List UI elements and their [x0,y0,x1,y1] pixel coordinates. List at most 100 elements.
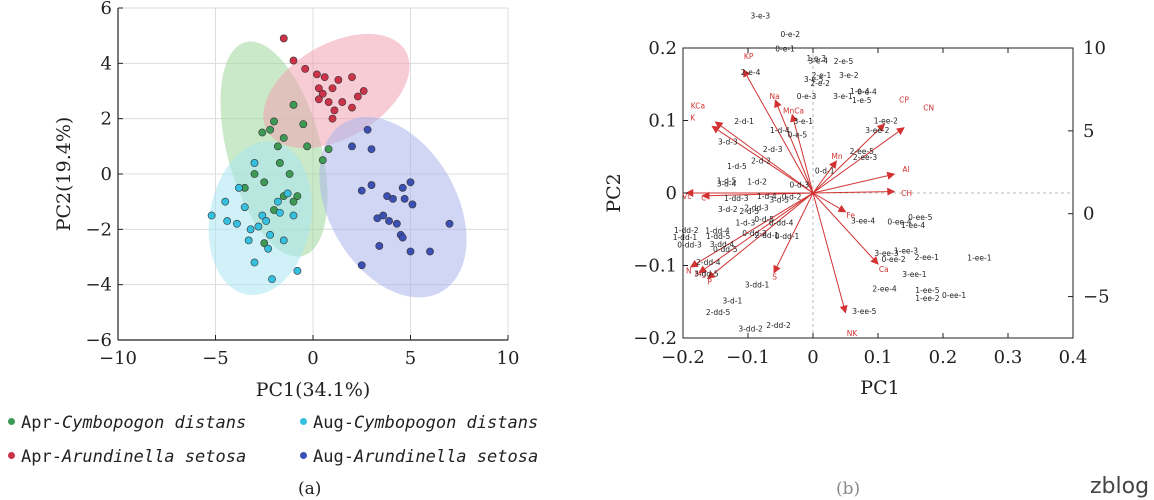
sample-label: 3-ee-3 [874,249,898,258]
data-point [312,70,321,79]
vector-label: Na [770,92,780,101]
sample-label: 1-dd-3 [724,194,749,203]
y-tick-label: 4 [101,53,112,74]
sample-label: 1-d-5 [717,177,737,186]
x-tick-label: 5 [405,348,416,369]
y2-tick-label: 5 [1083,121,1094,142]
data-point [314,95,323,104]
y-tick-label: 0.2 [648,38,677,59]
data-point [283,189,292,198]
loading-vector [698,192,814,274]
loading-vector [742,68,814,194]
x-tick-label: −0.1 [726,347,770,368]
x-axis-title: PC1 [860,377,899,399]
sample-label: 3-ee-4 [851,217,875,226]
x-tick-label: 10 [497,348,520,369]
sample-label: 0-dd-1 [775,232,800,241]
y-axis-title: PC2 [603,173,625,212]
data-point [318,89,327,98]
y-tick-label: 0 [666,183,677,204]
data-point [379,211,388,220]
vector-label: Al [902,165,909,174]
sample-label: 3-e-1 [833,92,853,101]
data-point [250,159,259,167]
legend-species: Cymbopogon distans [61,413,247,433]
sample-label: 1-ee-5 [915,286,939,295]
data-point [426,247,434,256]
sample-label: 1-ee-2 [915,294,939,303]
sample-label: 1-e-3 [806,54,826,63]
sample-label: 0-e-3 [797,92,817,101]
sample-label: 2-ee-5 [850,147,874,156]
data-point [207,211,216,220]
sample-label: 3-ee-2 [865,126,889,135]
data-point [406,178,415,187]
sample-label: 3-d-5 [769,196,789,205]
loading-vector [812,171,896,194]
y-tick-label: 0 [101,164,112,185]
sample-label: 1-d-4 [770,126,790,135]
legend-species: Arundinella setosa [353,447,539,467]
data-point [303,142,312,151]
sample-label: 1-dd-5 [706,232,731,241]
data-point [367,145,376,153]
legend-marker [300,451,307,459]
loading-vector [812,192,847,213]
data-point [400,194,409,203]
sample-label: 3-e-3 [751,11,771,20]
sample-label: 2-e-2 [810,79,830,88]
data-point [363,125,372,134]
legend-prefix: Apr- [21,447,62,467]
sample-label: 0-e-2 [780,30,800,39]
data-point [266,230,274,239]
vector-label: KP [744,52,754,61]
legend-prefix: Aug- [313,447,354,467]
sample-label: 2-d-1 [734,117,754,126]
sample-label: 3-ee-5 [852,307,876,316]
x-tick-label: 0 [807,347,818,368]
legend-marker [8,451,15,459]
data-point [273,142,282,151]
sample-label: 0-d-3 [789,180,809,189]
sample-label: 2-ee-1 [915,253,939,262]
legend-species: Arundinella setosa [61,447,247,467]
x-tick-label: 0 [307,348,318,369]
loading-vector [812,192,848,314]
sample-label: 2-d-2 [751,156,771,165]
data-point [244,236,253,245]
data-point [289,197,298,206]
sample-label: 3-e-1 [793,117,813,126]
loading-vector [812,123,886,194]
sample-label: 0-dd-3 [677,240,702,249]
data-point [320,73,329,82]
data-point [408,200,417,209]
y-tick-label: −6 [85,330,112,351]
y-tick-label: 6 [101,0,112,19]
sample-label: 3-dd-5 [694,269,719,278]
loading-vector [812,187,896,196]
data-point [289,100,298,109]
loading-vector [812,127,905,194]
data-point [314,84,323,93]
data-point [254,222,263,231]
data-point [328,84,337,93]
data-point [445,219,454,228]
caption-b: (b) [836,479,861,499]
data-point [348,73,356,82]
x-tick-label: 0.4 [1059,347,1088,368]
legend-entry: Apr-Cymbopogon distans [8,413,246,433]
sample-label: 2-dd-4 [696,258,721,267]
data-point [250,170,259,178]
vector-label: Ca [879,265,889,274]
y-tick-label: −4 [85,275,112,296]
sample-label: 0-d-5 [754,215,774,224]
sample-label: 0-e-5 [788,130,808,139]
data-point [398,233,407,242]
data-point [279,34,288,43]
sample-label: 3-e-2 [839,71,859,80]
sample-label: 2-dd-2 [766,321,791,330]
vector-label: Vc [682,192,691,201]
data-point [250,258,259,267]
sample-label: 3-d-2 [718,205,738,214]
sample-label: 3-e-5 [804,75,824,84]
